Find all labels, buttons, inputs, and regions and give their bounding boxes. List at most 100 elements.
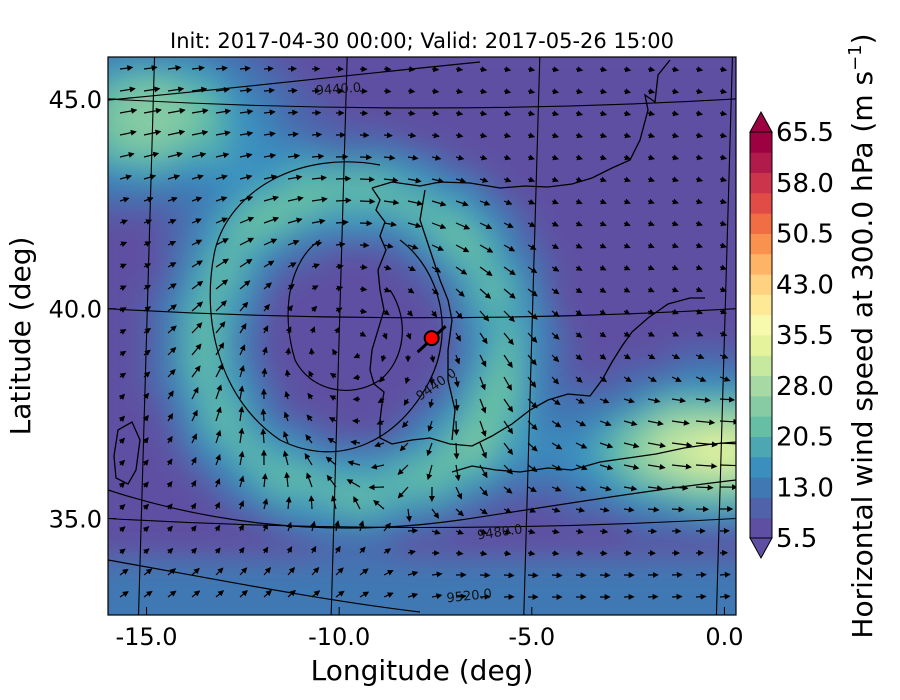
wind-speed-cell <box>556 289 576 309</box>
wind-vector <box>671 154 680 161</box>
wind-vector <box>119 568 129 576</box>
wind-vector <box>238 427 245 444</box>
wind-speed-cell <box>160 253 180 273</box>
wind-speed-cell <box>448 613 468 615</box>
wind-speed-cell <box>466 487 486 507</box>
wind-vector <box>647 442 666 449</box>
wind-vector <box>119 591 129 598</box>
wind-vector <box>695 132 704 139</box>
wind-speed-cell <box>430 595 450 615</box>
wind-vector <box>383 132 393 139</box>
wind-vector <box>599 464 614 471</box>
wind-speed-cell <box>376 613 396 615</box>
wind-vector <box>167 174 181 180</box>
wind-speed-cell <box>340 163 360 183</box>
wind-speed-cell <box>520 577 540 597</box>
wind-vector <box>647 220 655 227</box>
wind-speed-cell <box>574 559 594 579</box>
wind-speed-cell <box>736 37 756 57</box>
wind-speed-cell <box>88 595 108 615</box>
wind-vector <box>647 353 656 360</box>
wind-vector <box>455 310 463 320</box>
wind-vector <box>239 130 254 137</box>
wind-speed-cell <box>646 181 666 201</box>
wind-vector <box>575 88 584 95</box>
wind-speed-cell <box>430 127 450 147</box>
wind-speed-cell <box>502 289 522 309</box>
wind-vector <box>599 331 607 338</box>
wind-vector <box>647 176 655 183</box>
wind-speed-cell <box>628 487 648 507</box>
wind-speed-cell <box>520 235 540 255</box>
wind-vector <box>479 376 486 391</box>
wind-speed-cell <box>358 361 378 381</box>
wind-vector <box>239 65 251 72</box>
wind-speed-cell <box>268 559 288 579</box>
wind-speed-cell <box>592 253 612 273</box>
wind-vector <box>383 309 390 316</box>
wind-vector <box>479 420 487 437</box>
wind-speed-cell <box>628 109 648 129</box>
wind-vector <box>263 65 274 72</box>
wind-vector <box>305 434 313 444</box>
wind-speed-cell <box>646 235 666 255</box>
wind-speed-cell <box>88 199 108 219</box>
wind-speed-cell <box>322 343 342 363</box>
wind-vector <box>479 110 488 117</box>
wind-speed-cell <box>754 73 774 93</box>
wind-speed-cell <box>376 181 396 201</box>
wind-speed-cell <box>682 73 702 93</box>
wind-vector <box>455 110 464 117</box>
wind-speed-cell <box>682 415 702 435</box>
wind-vector <box>503 507 512 514</box>
wind-vector <box>623 464 640 471</box>
wind-vector <box>119 219 128 225</box>
wind-vector <box>215 130 231 137</box>
wind-speed-cell <box>448 271 468 291</box>
wind-speed-cell <box>376 253 396 273</box>
wind-speed-cell <box>574 289 594 309</box>
wind-vector <box>304 452 313 466</box>
wind-speed-cell <box>628 127 648 147</box>
wind-speed-cell <box>108 505 126 525</box>
wind-vector <box>404 376 411 385</box>
wind-speed-cell <box>108 57 126 75</box>
wind-speed-cell <box>106 37 126 57</box>
wind-speed-cell <box>592 577 612 597</box>
colorbar-segment <box>750 314 772 336</box>
wind-speed-cell <box>268 127 288 147</box>
wind-vector <box>239 195 254 202</box>
wind-speed-cell <box>376 127 396 147</box>
wind-vector <box>671 110 680 117</box>
wind-speed-cell <box>502 253 522 273</box>
wind-vector <box>695 353 705 359</box>
wind-speed-cell <box>304 613 324 615</box>
wind-vector <box>479 66 488 73</box>
wind-vector <box>215 321 226 334</box>
wind-speed-cell <box>394 181 414 201</box>
wind-speed-cell <box>88 577 108 597</box>
wind-speed-cell <box>574 541 594 561</box>
wind-speed-cell <box>682 253 702 273</box>
wind-speed-cell <box>700 271 720 291</box>
wind-vector <box>335 263 344 270</box>
wind-speed-cell <box>718 109 736 129</box>
wind-vector <box>623 353 631 360</box>
wind-speed-cell <box>250 541 270 561</box>
wind-speed-cell <box>646 271 666 291</box>
wind-speed-cell <box>610 181 630 201</box>
wind-speed-cell <box>538 469 558 489</box>
wind-speed-cell <box>340 91 360 111</box>
wind-speed-cell <box>178 541 198 561</box>
wind-vector <box>215 384 223 400</box>
colorbar-segment <box>750 253 772 275</box>
wind-speed-cell <box>664 415 684 435</box>
wind-vector <box>551 221 559 227</box>
wind-vector <box>575 66 584 73</box>
wind-speed-cell <box>358 397 378 417</box>
wind-speed-cell <box>108 397 126 417</box>
wind-speed-cell <box>142 595 162 615</box>
wind-speed-cell <box>502 595 522 615</box>
wind-speed-cell <box>700 235 720 255</box>
wind-speed-cell <box>232 523 252 543</box>
